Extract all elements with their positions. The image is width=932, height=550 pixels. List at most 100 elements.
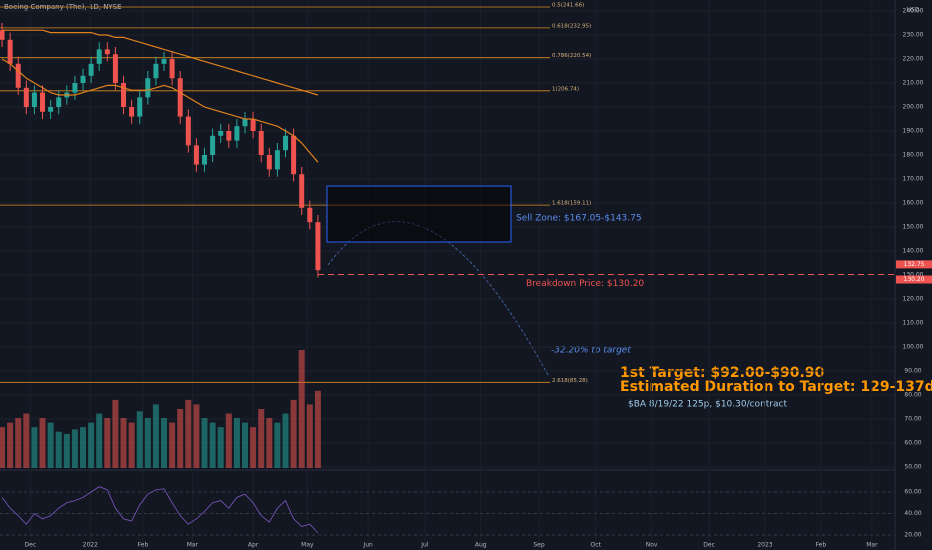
volume-bar — [282, 413, 289, 468]
candle-body — [31, 92, 37, 107]
candle-body — [48, 106, 54, 112]
y-tick-label: 140.00 — [903, 247, 924, 254]
candle-body — [234, 126, 240, 141]
candle-body — [274, 150, 280, 170]
x-tick-label: Mar — [187, 542, 199, 549]
volume-bar — [242, 422, 249, 468]
candle-body — [88, 63, 94, 76]
target-note: 1st Target: $92.00-$90.90 — [620, 365, 825, 381]
volume-bar — [39, 418, 46, 468]
volume-bar — [120, 418, 127, 468]
volume-bar — [201, 418, 208, 468]
x-tick-label: Aug — [475, 542, 487, 549]
y-tick-label: 180.00 — [903, 151, 924, 158]
candle-body — [121, 82, 127, 107]
volume-bar — [193, 404, 200, 468]
volume-bar — [290, 399, 297, 468]
x-tick-label: Nov — [646, 542, 658, 549]
candle-body — [23, 87, 29, 107]
candle-body — [266, 154, 272, 170]
x-tick-label: Feb — [138, 542, 149, 549]
candle-body — [307, 207, 313, 223]
y-tick-label: 120.00 — [903, 295, 924, 302]
volume-bar — [80, 427, 87, 468]
volume-bar — [217, 427, 224, 468]
price-tag-label: 130.20 — [904, 276, 925, 283]
candle-body — [315, 222, 321, 271]
volume-bar — [7, 422, 14, 468]
volume-bar — [112, 399, 119, 468]
candle-body — [153, 63, 159, 79]
candle-body — [161, 58, 167, 64]
candle-body — [210, 135, 216, 155]
candle-body — [258, 130, 264, 155]
change-note: -32.20% to target — [551, 346, 631, 356]
candle-body — [145, 78, 151, 98]
price-tag — [896, 260, 932, 269]
candle-body — [242, 118, 248, 127]
candle-body — [185, 116, 191, 146]
volume-bar — [258, 409, 265, 468]
candle-body — [112, 54, 118, 83]
y-tick-label: 160.00 — [903, 199, 924, 206]
rsi-tick-label: 60.00 — [904, 488, 921, 495]
volume-bar — [47, 422, 54, 468]
y-tick-label: 190.00 — [903, 127, 924, 134]
candle-body — [0, 30, 5, 40]
y-tick-label: 220.00 — [903, 55, 924, 62]
moving-average — [2, 29, 319, 96]
fib-label: 0.786(220.54) — [552, 53, 591, 59]
currency: USD — [907, 7, 920, 14]
volume-bar — [225, 413, 232, 468]
y-tick-label: 240.00 — [903, 7, 924, 14]
fib-label: 1(206.74) — [552, 86, 579, 92]
x-tick-label: Sep — [533, 542, 545, 549]
volume-bar — [23, 413, 30, 468]
candle-body — [250, 118, 256, 131]
y-tick-label: 60.00 — [904, 439, 921, 446]
volume-bar — [71, 429, 78, 468]
volume-bar — [96, 413, 103, 468]
sell-zone-label: Sell Zone: $167.05-$143.75 — [516, 214, 642, 224]
y-tick-label: 110.00 — [903, 319, 924, 326]
candle-body — [96, 49, 102, 64]
fib-label: 0.5(241.66) — [552, 3, 584, 9]
candle-body — [299, 174, 305, 208]
volume-bar — [144, 418, 151, 468]
y-tick-label: 130.00 — [903, 271, 924, 278]
x-tick-label: Oct — [591, 542, 602, 549]
volume-bar — [31, 427, 38, 468]
rsi-line — [1, 486, 319, 534]
y-tick-label: 90.00 — [904, 367, 921, 374]
duration-note: Estimated Duration to Target: 129-137d — [620, 379, 932, 395]
candle-body — [177, 78, 183, 117]
volume-bar — [177, 409, 184, 468]
volume-bar — [233, 418, 240, 468]
fib-label: 2.618(85.28) — [552, 378, 588, 384]
volume-bar — [250, 427, 257, 468]
x-tick-label: Jun — [362, 542, 373, 549]
fib-label: 0.618(232.95) — [552, 23, 591, 29]
volume-bar — [88, 422, 95, 468]
volume-bar — [209, 422, 216, 468]
y-tick-label: 170.00 — [903, 175, 924, 182]
candle-body — [193, 145, 199, 165]
volume-bar — [298, 350, 305, 468]
volume-bar — [161, 418, 168, 468]
candle-body — [15, 63, 21, 88]
volume-bar — [136, 411, 143, 468]
x-tick-label: Dec — [703, 542, 715, 549]
rsi-tick-label: 40.00 — [904, 510, 921, 517]
candle-body — [7, 39, 13, 64]
volume-bar — [15, 418, 22, 468]
volume-bar — [104, 418, 111, 468]
fib-label: 1.618(159.11) — [552, 201, 591, 207]
y-tick-label: 150.00 — [903, 223, 924, 230]
volume-bar — [152, 404, 159, 468]
sell-zone — [326, 185, 512, 243]
volume-bar — [128, 422, 135, 468]
x-tick-label: 2023 — [757, 542, 772, 549]
x-tick-label: Dec — [25, 542, 37, 549]
x-tick-label: Jul — [420, 542, 429, 549]
